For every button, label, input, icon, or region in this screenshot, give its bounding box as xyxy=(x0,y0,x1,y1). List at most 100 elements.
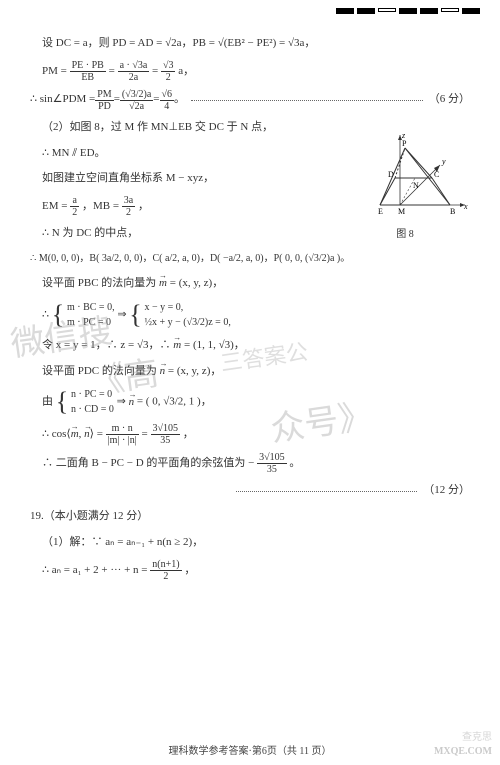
page-footer: 理科数学参考答案·第6页（共 11 页） xyxy=(30,742,470,757)
text: = (1, 1, √3)， xyxy=(181,339,245,351)
numerator: PE · PB xyxy=(70,60,106,72)
denominator: EB xyxy=(70,72,106,83)
denominator: |m| · |n| xyxy=(106,435,139,446)
bar xyxy=(336,8,354,14)
math-line: 令 x = y = 1，∴ z = √3，∴ m = (1, 1, √3)， xyxy=(42,336,470,356)
bar xyxy=(357,8,375,14)
text: a， xyxy=(178,65,194,77)
bar xyxy=(420,8,438,14)
top-marker-bars xyxy=(336,8,480,14)
dotted-leader xyxy=(191,100,423,101)
vector-n: n xyxy=(84,428,90,440)
math-line: 由 { n · PC = 0n · CD = 0 ⇒ n = ( 0, √3/2… xyxy=(42,387,470,417)
axis-label: y xyxy=(441,157,446,166)
eq: n · PC = 0 xyxy=(71,389,112,400)
text: = ( 0, √3/2, 1 )， xyxy=(137,396,212,408)
text: ， xyxy=(184,564,195,576)
text: ∴ aₙ = a₁ + 2 + ··· + n = xyxy=(42,564,150,576)
denominator: 2 xyxy=(150,571,181,582)
numerator: PM xyxy=(95,89,113,101)
text: 设平面 PBC 的法向量为 xyxy=(42,277,159,289)
denominator: 35 xyxy=(151,435,181,446)
vector-n: n xyxy=(129,396,135,408)
text: EM = xyxy=(42,200,70,212)
numerator: 3√105 xyxy=(151,423,181,435)
numerator: √3 xyxy=(161,60,176,72)
bar xyxy=(399,8,417,14)
point-label: N xyxy=(413,181,419,190)
text: ∴ 二面角 B − PC − D 的平面角的余弦值为 − xyxy=(42,457,257,469)
axis-label: x xyxy=(463,202,468,211)
text: = xyxy=(142,428,151,440)
numerator: 3√105 xyxy=(257,452,287,464)
math-line: ∴ cos⟨m, n⟩ = m · n|m| · |n| = 3√10535 ， xyxy=(42,423,470,446)
numerator: √6 xyxy=(160,89,175,101)
text: 令 x = y = 1，∴ z = √3，∴ xyxy=(42,339,173,351)
math-line: PM = PE · PBEB = a · √3a2a = √32 a， xyxy=(42,60,470,83)
bar xyxy=(462,8,480,14)
geometry-figure: E M B N C D P z x y 图 8 xyxy=(340,130,470,230)
math-line: 设平面 PDC 的法向量为 n = (x, y, z)， xyxy=(42,362,470,382)
text: = (x, y, z)， xyxy=(165,365,221,377)
denominator: PD xyxy=(95,101,113,112)
denominator: 35 xyxy=(257,464,287,475)
dotted-leader xyxy=(236,491,417,492)
eq: n · CD = 0 xyxy=(71,404,114,415)
point-label: M xyxy=(398,207,405,216)
bar xyxy=(378,8,396,12)
text: PM = xyxy=(42,65,70,77)
eq: ½x + y − (√3/2)z = 0, xyxy=(145,317,231,328)
denominator: 2 xyxy=(70,207,79,218)
text: ， xyxy=(138,200,149,212)
point-label: E xyxy=(378,207,383,216)
text: = (x, y, z)， xyxy=(167,277,223,289)
denominator: 2a xyxy=(118,72,150,83)
arrow: ⇒ xyxy=(117,396,129,408)
eq: x − y = 0, xyxy=(145,302,184,313)
text: = xyxy=(152,65,161,77)
math-line: ∴ 二面角 B − PC − D 的平面角的余弦值为 − 3√10535 。 xyxy=(42,452,470,475)
vector-m: m xyxy=(173,339,181,351)
score-label: （12 分） xyxy=(423,481,470,501)
numerator: 3a xyxy=(122,195,135,207)
math-line: 设平面 PBC 的法向量为 m = (x, y, z)， xyxy=(42,274,470,294)
score-line: （12 分） xyxy=(30,481,470,501)
figure-caption: 图 8 xyxy=(340,225,470,240)
point-label: D xyxy=(388,170,394,179)
eq: m · BC = 0, xyxy=(67,302,115,313)
math-line: ∴ M(0, 0, 0)，B( 3a/2, 0, 0)，C( a/2, a, 0… xyxy=(30,250,470,268)
math-line: 设 DC = a，则 PD = AD = √2a，PB = √(EB² − PE… xyxy=(42,34,470,54)
bottom-watermark: MXQE.COM xyxy=(434,746,492,757)
text: 。 xyxy=(174,90,185,110)
numerator: a · √3a xyxy=(118,60,150,72)
problem-header: 19.（本小题满分 12 分） xyxy=(30,507,470,527)
numerator: n(n+1) xyxy=(150,559,181,571)
point-label: P xyxy=(402,139,407,148)
text: 由 xyxy=(42,396,56,408)
denominator: √2a xyxy=(120,101,153,112)
arrow: ⇒ xyxy=(117,308,129,320)
score-line: ∴ sin∠PDM = PMPD = (√3/2)a√2a = √64 。 （6… xyxy=(30,89,470,112)
math-line: （1）解：∵ aₙ = aₙ₋₁ + n(n ≥ 2)， xyxy=(42,533,470,553)
denominator: 2 xyxy=(122,207,135,218)
vector-n: n xyxy=(160,365,166,377)
numerator: (√3/2)a xyxy=(120,89,153,101)
vector-m: m xyxy=(159,277,167,289)
text: ∴ cos⟨ xyxy=(42,428,71,440)
eq: m · PC = 0 xyxy=(67,317,111,328)
score-label: （6 分） xyxy=(429,90,470,110)
math-line: ∴ aₙ = a₁ + 2 + ··· + n = n(n+1)2 ， xyxy=(42,559,470,582)
point-label: C xyxy=(434,170,439,179)
math-line: （2）如图 8，过 M 作 MN⊥EB 交 DC 于 N 点， xyxy=(42,118,342,138)
math-line: ∴ { m · BC = 0,m · PC = 0 ⇒ { x − y = 0,… xyxy=(42,300,470,330)
text: ， xyxy=(183,428,194,440)
text: ，MB = xyxy=(82,200,122,212)
figure-svg: E M B N C D P z x y xyxy=(340,130,470,220)
text: 设平面 PDC 的法向量为 xyxy=(42,365,160,377)
numerator: m · n xyxy=(106,423,139,435)
text: = xyxy=(109,65,118,77)
bar xyxy=(441,8,459,12)
bottom-watermark: 查克思 xyxy=(462,728,492,743)
text: ∴ sin∠PDM = xyxy=(30,90,95,110)
point-label: B xyxy=(450,207,455,216)
